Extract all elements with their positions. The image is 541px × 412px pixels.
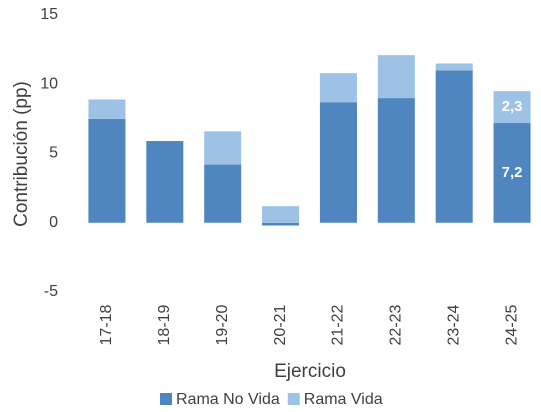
x-tick-label: 21-22 bbox=[330, 304, 347, 345]
x-tick-label: 23-24 bbox=[445, 304, 462, 345]
bar bbox=[493, 91, 531, 124]
bar bbox=[493, 123, 531, 223]
bar bbox=[435, 63, 473, 71]
legend-swatch bbox=[287, 393, 300, 405]
y-axis-label: Contribución (pp) bbox=[11, 81, 32, 227]
y-tick-label: -5 bbox=[44, 283, 58, 300]
bar bbox=[204, 164, 242, 223]
y-tick-label: 0 bbox=[49, 214, 58, 231]
legend-label: Rama No Vida bbox=[176, 391, 280, 408]
legend-label: Rama Vida bbox=[304, 391, 383, 408]
bar bbox=[319, 73, 357, 103]
bar bbox=[435, 70, 473, 223]
bar bbox=[377, 55, 415, 99]
y-tick-label: 15 bbox=[40, 6, 58, 23]
x-tick-label: 20-21 bbox=[272, 304, 289, 345]
bar bbox=[88, 118, 126, 223]
data-label: 2,3 bbox=[502, 98, 523, 115]
bar bbox=[262, 222, 300, 226]
bar bbox=[146, 141, 184, 223]
x-tick-label: 19-20 bbox=[214, 304, 231, 345]
x-tick-label: 17-18 bbox=[98, 304, 115, 345]
bar bbox=[262, 206, 300, 223]
y-tick-label: 5 bbox=[49, 145, 58, 162]
legend-swatch bbox=[160, 393, 172, 405]
bar bbox=[319, 102, 357, 223]
bar bbox=[377, 98, 415, 223]
y-tick-label: 10 bbox=[40, 75, 58, 92]
data-label: 7,2 bbox=[502, 164, 523, 181]
x-tick-label: 24-25 bbox=[503, 304, 520, 345]
x-tick-label: 22-23 bbox=[388, 304, 405, 345]
x-tick-label: 18-19 bbox=[156, 304, 173, 345]
x-axis-label: Ejercicio bbox=[274, 361, 346, 382]
bar bbox=[88, 99, 126, 119]
bar bbox=[204, 131, 242, 165]
